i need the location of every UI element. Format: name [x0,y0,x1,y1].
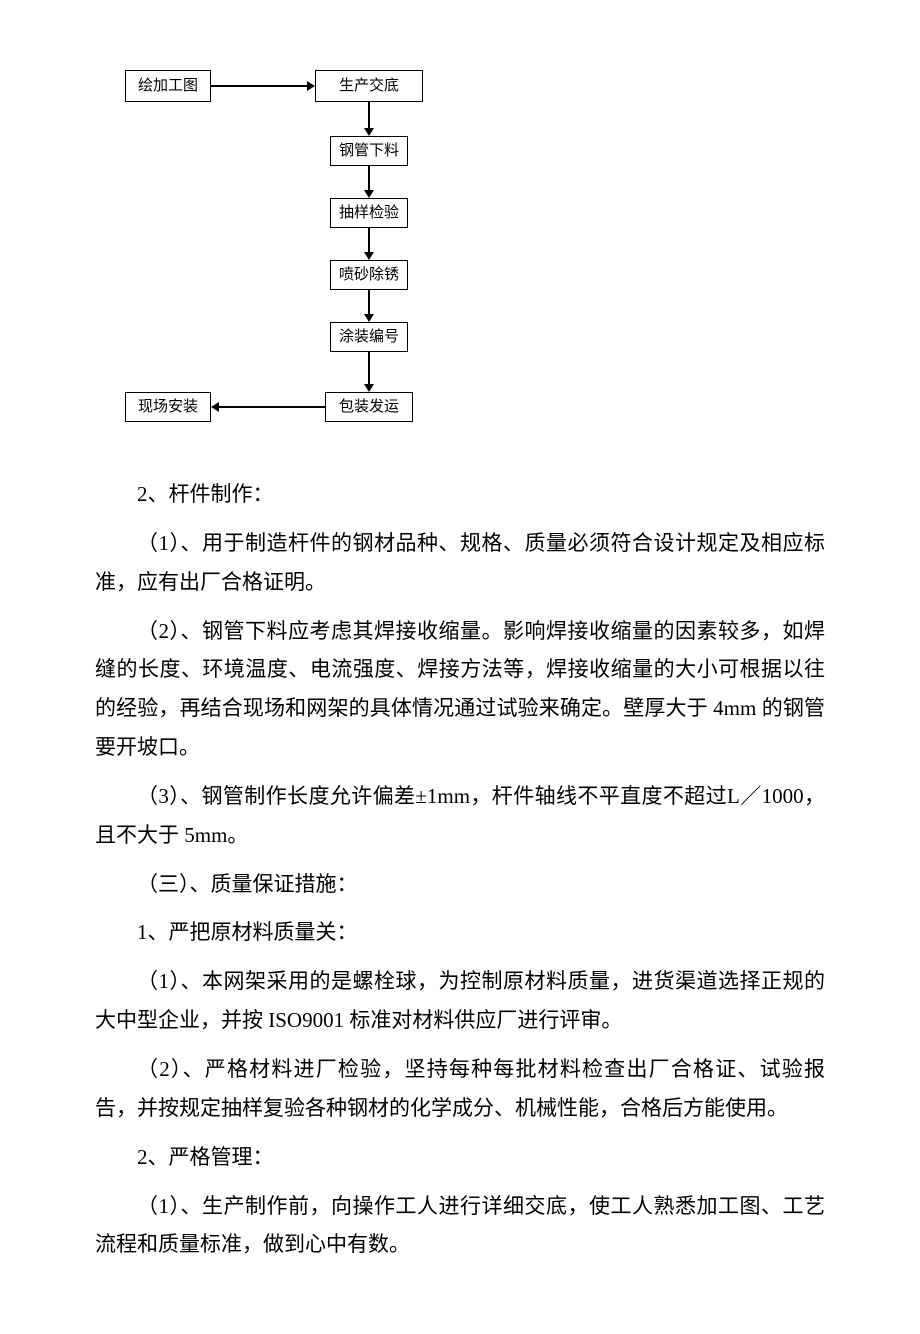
flow-node-draw: 绘加工图 [125,70,211,102]
flow-edge [368,102,370,128]
document-body: 2、杆件制作： （1）、用于制造杆件的钢材品种、规格、质量必须符合设计规定及相应… [95,475,825,1264]
flow-node-paint: 涂装编号 [330,322,408,352]
paragraph: （1）、生产制作前，向操作工人进行详细交底，使工人熟悉加工图、工艺流程和质量标准… [95,1187,825,1265]
arrow-down-icon [364,384,374,392]
flow-edge [219,406,325,408]
flow-node-cut: 钢管下料 [330,136,408,166]
paragraph: （3）、钢管制作长度允许偏差±1mm，杆件轴线不平直度不超过L／1000，且不大… [95,777,825,855]
arrow-down-icon [364,314,374,322]
paragraph: （1）、用于制造杆件的钢材品种、规格、质量必须符合设计规定及相应标准，应有出厂合… [95,524,825,602]
flow-node-install: 现场安装 [125,392,211,422]
paragraph: （2）、严格材料进厂检验，坚持每种每批材料检查出厂合格证、试验报告，并按规定抽样… [95,1050,825,1128]
flow-edge [368,228,370,252]
flow-node-inspect: 抽样检验 [330,198,408,228]
paragraph: 1、严把原材料质量关： [95,913,825,952]
paragraph: （1）、本网架采用的是螺栓球，为控制原材料质量，进货渠道选择正规的大中型企业，并… [95,962,825,1040]
flow-edge [368,166,370,190]
flow-edge [368,352,370,384]
flow-edge [368,290,370,314]
paragraph: 2、杆件制作： [95,475,825,514]
arrow-down-icon [364,190,374,198]
paragraph: （三）、质量保证措施： [95,865,825,904]
paragraph: （2）、钢管下料应考虑其焊接收缩量。影响焊接收缩量的因素较多，如焊缝的长度、环境… [95,612,825,767]
flow-node-prod-brief: 生产交底 [315,70,423,102]
arrow-left-icon [211,402,219,412]
flow-node-pack: 包装发运 [325,392,413,422]
process-flowchart: 绘加工图 生产交底 钢管下料 抽样检验 喷砂除锈 涂装编号 包装发运 现场安装 [125,70,485,445]
arrow-right-icon [307,81,315,91]
flow-edge [211,85,307,87]
flow-node-sandblast: 喷砂除锈 [330,260,408,290]
paragraph: 2、严格管理： [95,1138,825,1177]
arrow-down-icon [364,252,374,260]
arrow-down-icon [364,128,374,136]
